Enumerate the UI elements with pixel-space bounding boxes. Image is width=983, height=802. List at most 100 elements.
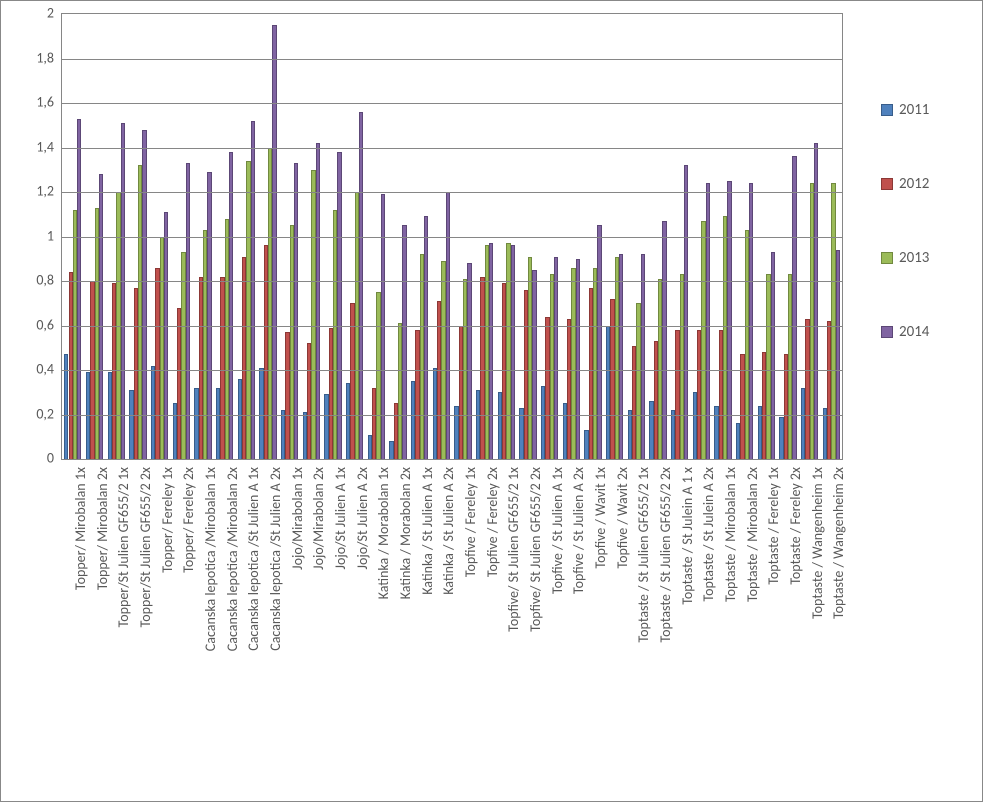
gridline xyxy=(62,148,842,149)
y-tick-label: 0,8 xyxy=(6,272,54,289)
x-label-cell: Toptaste / St Julien GF655/2 2x xyxy=(646,463,668,793)
y-tick-label: 0,4 xyxy=(6,361,54,378)
x-label-cell: Toptaste / Fereley 1x xyxy=(755,463,777,793)
legend-item: 2011 xyxy=(881,101,929,119)
x-label-cell: Topper/ Mirobalan 1x xyxy=(61,463,83,793)
bar xyxy=(402,225,406,459)
bar xyxy=(229,152,233,459)
y-tick-label: 1,8 xyxy=(6,49,54,66)
x-label-cell: Topfive / Fereley 1x xyxy=(451,463,473,793)
bar xyxy=(251,121,255,459)
bar xyxy=(727,181,731,459)
x-label-cell: Toptaste / Wangenheim 2x xyxy=(820,463,842,793)
gridline xyxy=(62,192,842,193)
legend-item: 2013 xyxy=(881,249,929,267)
legend-label: 2013 xyxy=(899,249,929,267)
bar xyxy=(641,254,645,459)
gridline xyxy=(62,281,842,282)
bar xyxy=(121,123,125,459)
x-label-cell: Toptaste / Mirobalan 2x xyxy=(733,463,755,793)
x-label-cell: Jojo/St Julien A 2x xyxy=(343,463,365,793)
gridline xyxy=(62,237,842,238)
x-label-cell: Jojo/Mirabolan 2x xyxy=(299,463,321,793)
gridline xyxy=(62,370,842,371)
gridline xyxy=(62,103,842,104)
x-label-cell: Topfive / Wavit 2x xyxy=(603,463,625,793)
bar xyxy=(597,225,601,459)
legend-label: 2012 xyxy=(899,175,929,193)
x-label-cell: Katinka / Morabolan 2x xyxy=(386,463,408,793)
bar xyxy=(77,119,81,459)
x-label-cell: Topper/ Fereley 1x xyxy=(148,463,170,793)
x-label-cell: Katinka / St Julien A 2x xyxy=(429,463,451,793)
bar xyxy=(424,216,428,459)
x-label-cell: Toptaste / Fereley 2x xyxy=(776,463,798,793)
bar xyxy=(554,257,558,459)
x-label-cell: Toptaste / St Julien GF655/2 1x xyxy=(624,463,646,793)
bar xyxy=(316,143,320,459)
bar xyxy=(381,194,385,459)
x-label-cell: Jojo/St Julien A 1x xyxy=(321,463,343,793)
x-label-cell: Cacanska lepotica /Mirobalan 2x xyxy=(213,463,235,793)
bar xyxy=(337,152,341,459)
legend-swatch xyxy=(881,178,893,190)
bar xyxy=(662,221,666,459)
x-label-cell: Topfive/ St Julien GF655/2 1x xyxy=(494,463,516,793)
x-axis-labels: Topper/ Mirobalan 1xTopper/ Mirobalan 2x… xyxy=(61,463,841,793)
bar xyxy=(272,25,276,459)
y-tick-label: 0 xyxy=(6,450,54,467)
x-label-cell: Topper/St Julien GF655/2 1x xyxy=(104,463,126,793)
bar xyxy=(749,183,753,459)
bar xyxy=(814,143,818,459)
bar xyxy=(164,212,168,459)
x-label-cell: Toptaste / Wangenheim 1x xyxy=(798,463,820,793)
legend-swatch xyxy=(881,104,893,116)
y-tick-label: 1,4 xyxy=(6,138,54,155)
legend: 2011 2012 2013 2014 xyxy=(881,101,929,397)
y-tick-label: 1,6 xyxy=(6,94,54,111)
x-label-cell: Jojo/Mirabolan 1x xyxy=(278,463,300,793)
gridline xyxy=(62,326,842,327)
x-label-cell: Cacanska lepotica /Mirobalan 1x xyxy=(191,463,213,793)
x-label-cell: Topfive/ St Julien GF655/2 2x xyxy=(516,463,538,793)
gridline xyxy=(62,415,842,416)
bar xyxy=(706,183,710,459)
bar xyxy=(142,130,146,459)
bar xyxy=(576,259,580,459)
bar xyxy=(99,174,103,459)
x-axis-label: Toptaste / Wangenheim 2x xyxy=(830,467,847,619)
x-label-cell: Cacanska lepotica /St Julien A 2x xyxy=(256,463,278,793)
x-label-cell: Topfive / Wavit 1x xyxy=(581,463,603,793)
y-tick-label: 1,2 xyxy=(6,183,54,200)
x-label-cell: Topper/St Julien GF655/2 2x xyxy=(126,463,148,793)
x-label-cell: Topfive / St Julien A 2x xyxy=(559,463,581,793)
plot-area xyxy=(61,13,843,460)
x-label-cell: Topfive / Fereley 2x xyxy=(473,463,495,793)
y-tick-label: 2 xyxy=(6,5,54,22)
bar xyxy=(532,270,536,459)
gridline xyxy=(62,59,842,60)
bar xyxy=(619,254,623,459)
x-label-cell: Toptaste / Mirobalan 1x xyxy=(711,463,733,793)
x-label-cell: Toptaste / St Julein A 1 x xyxy=(668,463,690,793)
y-tick-label: 1 xyxy=(6,227,54,244)
x-label-cell: Katinka / St Julien A 1x xyxy=(408,463,430,793)
legend-label: 2011 xyxy=(899,101,929,119)
chart-container: Topper/ Mirobalan 1xTopper/ Mirobalan 2x… xyxy=(0,0,983,802)
legend-item: 2014 xyxy=(881,323,929,341)
y-tick-label: 0,6 xyxy=(6,316,54,333)
bar xyxy=(207,172,211,459)
x-label-cell: Topper/ Fereley 2x xyxy=(169,463,191,793)
legend-swatch xyxy=(881,252,893,264)
legend-swatch xyxy=(881,326,893,338)
bar xyxy=(489,243,493,459)
x-label-cell: Katinka / Morabolan 1x xyxy=(364,463,386,793)
x-label-cell: Topper/ Mirobalan 2x xyxy=(83,463,105,793)
y-tick-label: 0,2 xyxy=(6,405,54,422)
bar xyxy=(511,245,515,459)
legend-item: 2012 xyxy=(881,175,929,193)
x-label-cell: Toptaste / St Julein A 2x xyxy=(689,463,711,793)
x-label-cell: Cacanska lepotica /St Julien A 1x xyxy=(234,463,256,793)
bar xyxy=(771,252,775,459)
bar xyxy=(467,263,471,459)
